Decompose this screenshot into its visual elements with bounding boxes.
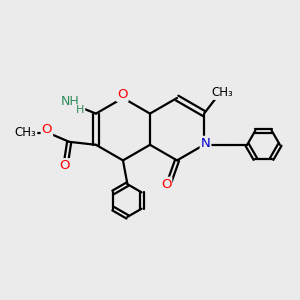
Text: N: N (201, 137, 210, 150)
Text: O: O (117, 88, 128, 101)
Text: O: O (59, 159, 70, 172)
Text: CH₃: CH₃ (212, 86, 233, 99)
Text: O: O (161, 178, 171, 191)
Text: H: H (76, 105, 84, 115)
Text: NH: NH (61, 94, 80, 108)
Text: O: O (42, 123, 52, 136)
Text: CH₃: CH₃ (15, 126, 36, 139)
